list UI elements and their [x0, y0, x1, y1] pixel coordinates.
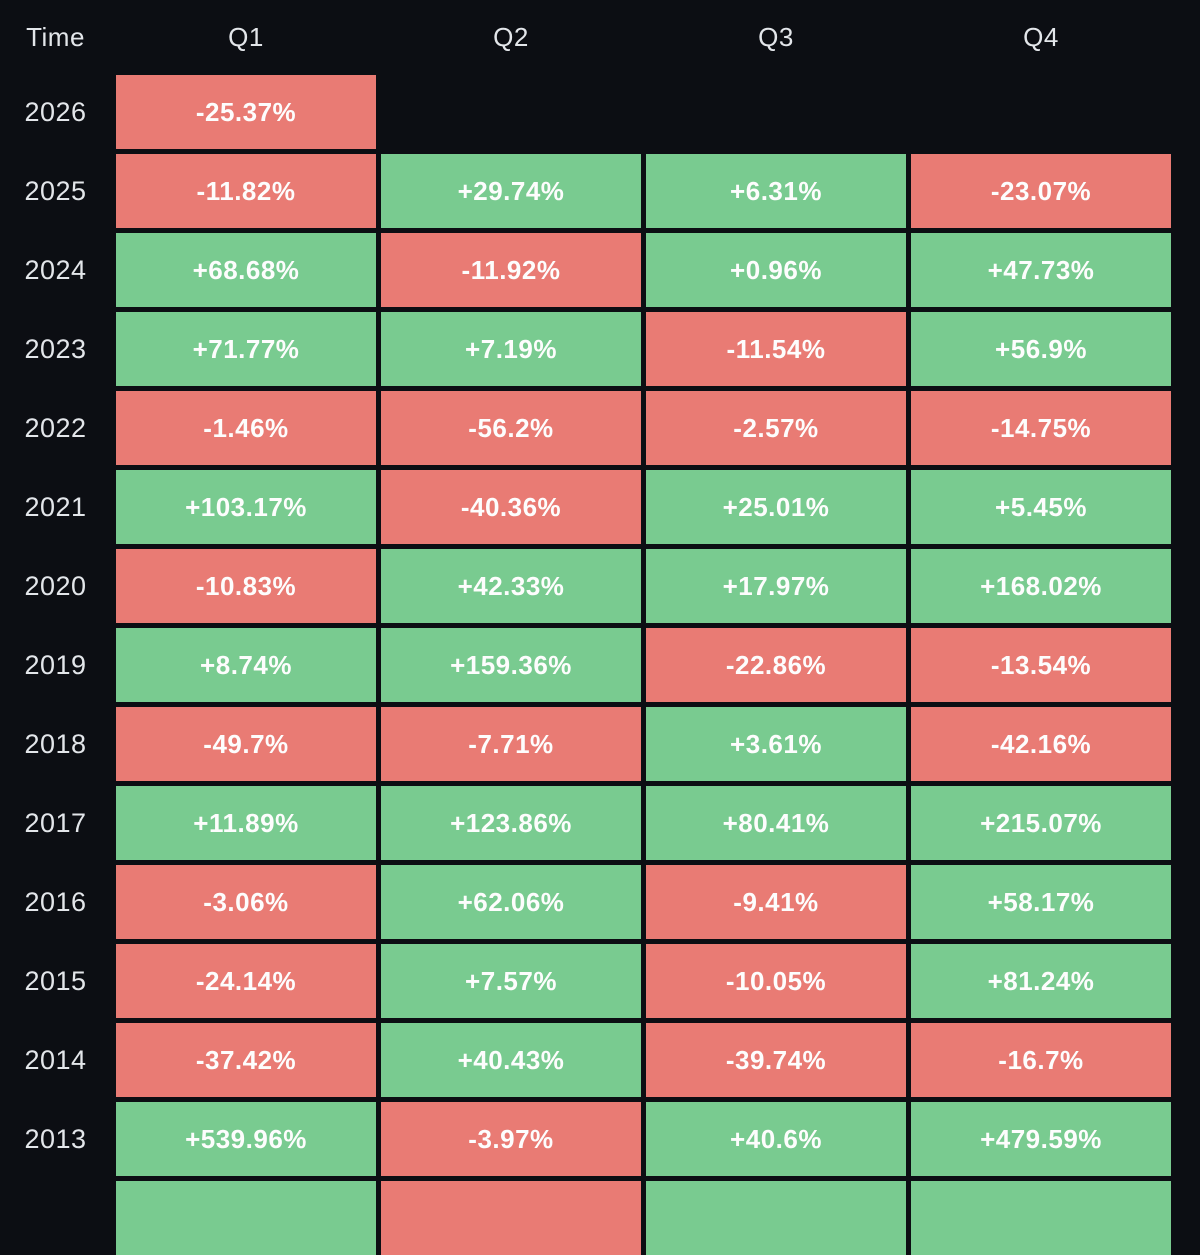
return-cell-2019-q3: -22.86% [646, 628, 906, 702]
row-year-label: 2025 [24, 175, 87, 206]
column-header-q4: Q4 [1023, 22, 1059, 52]
return-cell-2020-q3: +17.97% [646, 549, 906, 623]
return-cell-2023-q3: -11.54% [646, 312, 906, 386]
return-cell-2024-q3: +0.96% [646, 233, 906, 307]
row-year-label: 2016 [24, 886, 87, 917]
return-cell-2015-q4: +81.24% [911, 944, 1171, 1018]
table-row-2015: 2015 -24.14% +7.57% -10.05% +81.24% [0, 944, 1200, 1018]
partial-cell-q4 [911, 1181, 1171, 1255]
row-year-label: 2018 [24, 728, 87, 759]
return-cell-2015-q1: -24.14% [116, 944, 376, 1018]
row-year-label: 2020 [24, 570, 87, 601]
return-cell-2021-q3: +25.01% [646, 470, 906, 544]
table-row-2023: 2023 +71.77% +7.19% -11.54% +56.9% [0, 312, 1200, 386]
row-year-label: 2024 [24, 254, 87, 285]
return-cell-2018-q3: +3.61% [646, 707, 906, 781]
return-cell-2025-q4: -23.07% [911, 154, 1171, 228]
return-cell-2016-q4: +58.17% [911, 865, 1171, 939]
row-year-label [0, 1181, 111, 1255]
return-cell-2024-q1: +68.68% [116, 233, 376, 307]
return-cell-2014-q2: +40.43% [381, 1023, 641, 1097]
return-cell-2021-q4: +5.45% [911, 470, 1171, 544]
row-year-label: 2022 [24, 412, 87, 443]
table-row-2026: 2026 -25.37% [0, 75, 1200, 149]
row-year-label: 2014 [24, 1044, 87, 1075]
return-cell-2020-q2: +42.33% [381, 549, 641, 623]
column-header-q3: Q3 [758, 22, 794, 52]
table-header-row: Time Q1 Q2 Q3 Q4 [0, 0, 1200, 75]
return-cell-2025-q3: +6.31% [646, 154, 906, 228]
return-cell-2022-q2: -56.2% [381, 391, 641, 465]
return-cell-2016-q3: -9.41% [646, 865, 906, 939]
return-cell-2018-q4: -42.16% [911, 707, 1171, 781]
partial-cell-q2 [381, 1181, 641, 1255]
table-row-2024: 2024 +68.68% -11.92% +0.96% +47.73% [0, 233, 1200, 307]
return-cell-2014-q4: -16.7% [911, 1023, 1171, 1097]
table-row-2014: 2014 -37.42% +40.43% -39.74% -16.7% [0, 1023, 1200, 1097]
table-row-2021: 2021 +103.17% -40.36% +25.01% +5.45% [0, 470, 1200, 544]
return-cell-2026-q2 [381, 75, 641, 149]
return-cell-2026-q1: -25.37% [116, 75, 376, 149]
return-cell-2021-q2: -40.36% [381, 470, 641, 544]
table-row-2020: 2020 -10.83% +42.33% +17.97% +168.02% [0, 549, 1200, 623]
return-cell-2023-q2: +7.19% [381, 312, 641, 386]
row-year-label: 2015 [24, 965, 87, 996]
row-year-label: 2013 [24, 1123, 87, 1154]
table-row-2018: 2018 -49.7% -7.71% +3.61% -42.16% [0, 707, 1200, 781]
table-row-2016: 2016 -3.06% +62.06% -9.41% +58.17% [0, 865, 1200, 939]
partial-cell-q3 [646, 1181, 906, 1255]
return-cell-2024-q2: -11.92% [381, 233, 641, 307]
return-cell-2026-q3 [646, 75, 906, 149]
return-cell-2015-q2: +7.57% [381, 944, 641, 1018]
partial-bottom-row [0, 1181, 1200, 1255]
table-row-2017: 2017 +11.89% +123.86% +80.41% +215.07% [0, 786, 1200, 860]
return-cell-2025-q1: -11.82% [116, 154, 376, 228]
return-cell-2017-q1: +11.89% [116, 786, 376, 860]
partial-cell-q1 [116, 1181, 376, 1255]
return-cell-2019-q1: +8.74% [116, 628, 376, 702]
return-cell-2017-q3: +80.41% [646, 786, 906, 860]
table-row-2019: 2019 +8.74% +159.36% -22.86% -13.54% [0, 628, 1200, 702]
return-cell-2016-q2: +62.06% [381, 865, 641, 939]
return-cell-2013-q3: +40.6% [646, 1102, 906, 1176]
return-cell-2018-q2: -7.71% [381, 707, 641, 781]
return-cell-2022-q4: -14.75% [911, 391, 1171, 465]
column-header-q1: Q1 [228, 22, 264, 52]
return-cell-2019-q4: -13.54% [911, 628, 1171, 702]
row-year-label: 2019 [24, 649, 87, 680]
return-cell-2022-q3: -2.57% [646, 391, 906, 465]
table-row-2022: 2022 -1.46% -56.2% -2.57% -14.75% [0, 391, 1200, 465]
return-cell-2018-q1: -49.7% [116, 707, 376, 781]
return-cell-2026-q4 [911, 75, 1171, 149]
return-cell-2020-q4: +168.02% [911, 549, 1171, 623]
table-row-2013: 2013 +539.96% -3.97% +40.6% +479.59% [0, 1102, 1200, 1176]
return-cell-2019-q2: +159.36% [381, 628, 641, 702]
row-year-label: 2023 [24, 333, 87, 364]
return-cell-2017-q4: +215.07% [911, 786, 1171, 860]
return-cell-2013-q1: +539.96% [116, 1102, 376, 1176]
return-cell-2023-q1: +71.77% [116, 312, 376, 386]
row-year-label: 2026 [24, 96, 87, 127]
column-header-q2: Q2 [493, 22, 529, 52]
column-header-time: Time [26, 22, 85, 52]
return-cell-2022-q1: -1.46% [116, 391, 376, 465]
return-cell-2023-q4: +56.9% [911, 312, 1171, 386]
return-cell-2014-q1: -37.42% [116, 1023, 376, 1097]
return-cell-2017-q2: +123.86% [381, 786, 641, 860]
return-cell-2014-q3: -39.74% [646, 1023, 906, 1097]
row-year-label: 2017 [24, 807, 87, 838]
return-cell-2021-q1: +103.17% [116, 470, 376, 544]
return-cell-2016-q1: -3.06% [116, 865, 376, 939]
return-cell-2015-q3: -10.05% [646, 944, 906, 1018]
return-cell-2020-q1: -10.83% [116, 549, 376, 623]
return-cell-2013-q2: -3.97% [381, 1102, 641, 1176]
row-year-label: 2021 [24, 491, 87, 522]
table-row-2025: 2025 -11.82% +29.74% +6.31% -23.07% [0, 154, 1200, 228]
return-cell-2024-q4: +47.73% [911, 233, 1171, 307]
return-cell-2013-q4: +479.59% [911, 1102, 1171, 1176]
return-cell-2025-q2: +29.74% [381, 154, 641, 228]
